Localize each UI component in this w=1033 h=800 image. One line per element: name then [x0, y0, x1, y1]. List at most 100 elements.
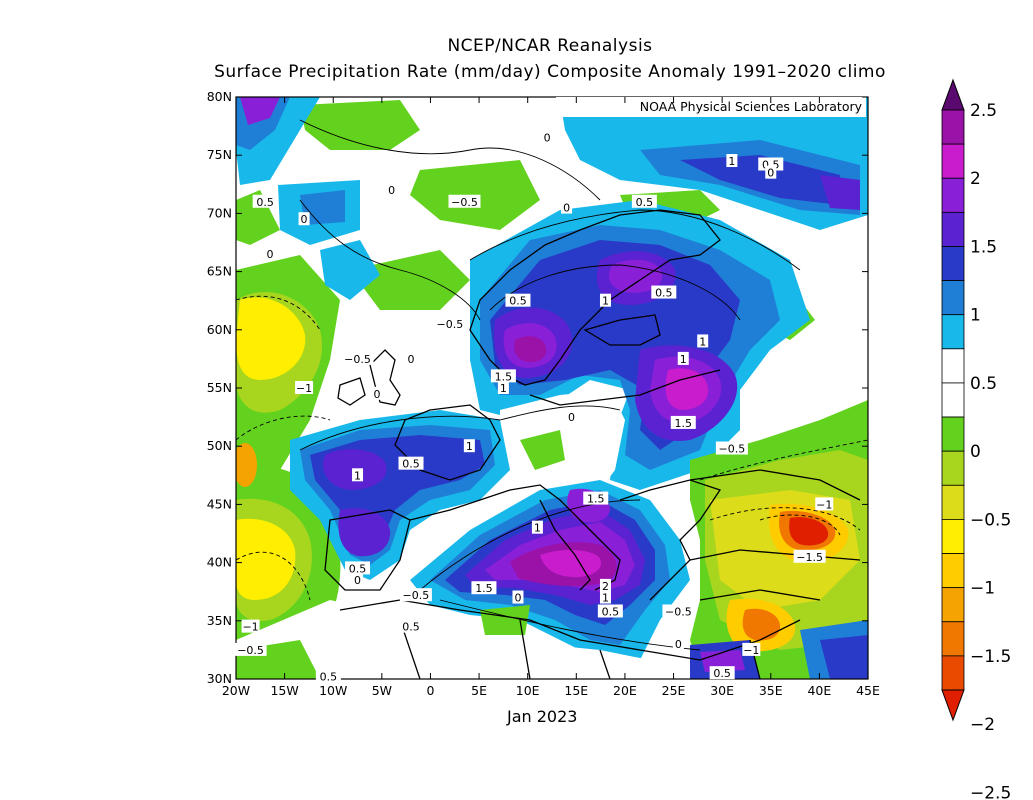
- contour-label: 0: [767, 167, 774, 180]
- contour-label-layer: 0.5 0 0 0 −0.5 0 0 0.5 1 0.5 0 0.5 1 0.5 −0.5 −0.5 0 −1 0 1…: [234, 130, 834, 684]
- contour-label-bg: [398, 456, 424, 470]
- lon-tick-label: 0: [426, 683, 434, 698]
- lat-tick-label: 50N: [207, 438, 232, 453]
- contour-label: −1: [743, 644, 759, 657]
- credit-box: [556, 97, 866, 117]
- contour-label: 0.5: [320, 671, 338, 684]
- contour-label: −1: [296, 382, 312, 395]
- lon-tick-label: 10W: [319, 683, 347, 698]
- contour-label-bg: [765, 165, 777, 179]
- contour-label: 0: [544, 132, 551, 145]
- colorbar-label: −0.5: [970, 510, 1011, 530]
- contour-label-bg: [758, 157, 784, 171]
- lon-tick-label: 25E: [662, 683, 686, 698]
- lon-tick-label: 20W: [222, 683, 250, 698]
- contour-label: −0.5: [344, 353, 371, 366]
- contour-label: 0: [354, 574, 361, 587]
- contour-label: 0.5: [655, 287, 673, 300]
- lon-tick-label: 45E: [856, 683, 880, 698]
- contour-label-bg: [697, 334, 709, 348]
- contour-label-bg: [448, 194, 481, 208]
- contour-label-bg: [352, 468, 364, 482]
- contour-label: 0: [388, 184, 395, 197]
- contour-label: 1.5: [495, 370, 513, 383]
- lon-tick-label: 30E: [710, 683, 734, 698]
- contour-label-bg: [241, 619, 260, 633]
- contour-label: 0: [563, 202, 570, 215]
- lon-tick-label: 15W: [270, 683, 298, 698]
- contour-label-bg: [726, 154, 738, 168]
- contour-label: 0.5: [402, 458, 420, 471]
- lon-tick-label: 5W: [372, 683, 392, 698]
- contour-label: 1: [602, 295, 609, 308]
- colorbar-swatch: [941, 484, 965, 520]
- contour-label-bg: [672, 637, 684, 651]
- chart-title: NCEP/NCAR Reanalysis: [447, 36, 653, 56]
- colorbar-swatch: [941, 416, 965, 452]
- contour-label: 1.5: [675, 417, 693, 430]
- colorbar-label: −1: [970, 579, 995, 599]
- colorbar-label: −2: [970, 715, 995, 735]
- contour-label: 0: [373, 388, 380, 401]
- contour-label-bg: [252, 194, 278, 208]
- contour-label-bg: [315, 669, 341, 683]
- time-period-label: Jan 2023: [507, 707, 578, 726]
- contour-label-bg: [793, 549, 826, 563]
- colorbar: 2.5 2 1.5 1 0.5 0 −0.5 −1 −1.5 −2 −2.5: [941, 78, 1011, 800]
- lat-tick-label: 65N: [207, 264, 232, 279]
- contour-label-bg: [541, 130, 553, 144]
- contour-label: 0.5: [602, 605, 620, 618]
- contour-label: 0.5: [402, 621, 420, 634]
- lon-tick-label: 10E: [516, 683, 540, 698]
- contour-label: 0: [675, 638, 682, 651]
- contour-label-bg: [599, 590, 611, 604]
- contour-label: 0.5: [636, 196, 654, 209]
- colorbar-swatch: [941, 553, 965, 589]
- colorbar-label: −1.5: [970, 647, 1011, 667]
- lat-tick-label: 70N: [207, 205, 232, 220]
- contour-label: 0: [301, 213, 308, 226]
- contour-label-bg: [599, 293, 611, 307]
- contour-label-bg: [742, 642, 761, 656]
- colorbar-swatch: [941, 246, 965, 281]
- lat-tick-label: 35N: [207, 613, 232, 628]
- contour-label: 0: [568, 411, 575, 424]
- contour-label: −0.5: [237, 644, 264, 657]
- contour-label-bg: [505, 293, 531, 307]
- lon-tick-label: 15E: [564, 683, 588, 698]
- lat-tick-label: 40N: [207, 555, 232, 570]
- lat-tick-label: 75N: [207, 147, 232, 162]
- contour-label-bg: [651, 285, 677, 299]
- contour-label-bg: [399, 588, 432, 602]
- colorbar-swatch: [941, 587, 965, 623]
- contour-label-bg: [662, 604, 695, 618]
- contour-label: −0.5: [451, 196, 478, 209]
- lat-tick-label: 30N: [207, 671, 232, 686]
- contour-label: 0.5: [713, 667, 731, 680]
- lat-tick-label: 60N: [207, 322, 232, 337]
- contour-label: 1: [699, 335, 706, 348]
- anomaly-field: [236, 97, 868, 679]
- contour-label: 1.5: [587, 493, 605, 506]
- contour-label: 2: [602, 580, 609, 593]
- contour-label-bg: [531, 520, 543, 534]
- colorbar-swatch: [941, 314, 965, 350]
- colorbar-swatch: [941, 143, 965, 179]
- contour-label-bg: [670, 415, 696, 429]
- contour-label: −1: [816, 498, 832, 511]
- colorbar-swatch: [941, 519, 965, 554]
- contour-label-bg: [463, 439, 475, 453]
- contour-label-bg: [709, 666, 735, 680]
- contour-label-bg: [512, 590, 524, 604]
- lat-tick-label: 55N: [207, 380, 232, 395]
- colorbar-label: 1.5: [970, 237, 997, 257]
- lat-tick-label: 45N: [207, 496, 232, 511]
- contour-label: 1: [354, 469, 361, 482]
- contour-label: −0.5: [437, 318, 464, 331]
- contour-lines: [236, 119, 868, 651]
- colorbar-swatch: [941, 280, 965, 316]
- contour-label-bg: [433, 316, 466, 330]
- contour-label-bg: [298, 212, 310, 226]
- contour-label: 0: [267, 248, 274, 261]
- contour-label-bg: [234, 642, 267, 656]
